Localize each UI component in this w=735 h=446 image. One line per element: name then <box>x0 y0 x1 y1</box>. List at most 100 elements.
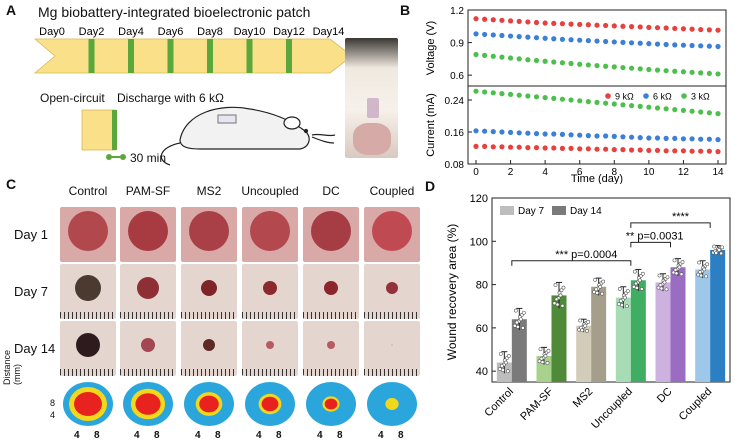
data-point <box>654 67 661 73</box>
contour-x-tick: 8 <box>337 430 343 441</box>
column-label: Coupled <box>369 184 415 198</box>
y-tick-label: 0.9 <box>450 39 464 50</box>
data-point <box>559 131 566 137</box>
data-point <box>482 31 488 38</box>
data-point <box>620 39 626 45</box>
legend-swatch <box>500 206 514 215</box>
data-point <box>659 286 664 291</box>
data-point <box>551 59 557 65</box>
wound <box>76 332 100 357</box>
data-point <box>577 21 583 28</box>
data-point <box>533 19 540 26</box>
data-point <box>568 60 574 67</box>
contour-x-tick: 4 <box>195 430 201 441</box>
data-point <box>499 32 505 39</box>
bar <box>695 269 711 382</box>
wound <box>250 210 290 251</box>
ruler <box>364 369 420 376</box>
contour-x-tick: 8 <box>215 430 221 441</box>
data-point <box>697 260 702 265</box>
row-label: Day 1 <box>14 226 48 242</box>
data-point <box>525 145 531 151</box>
wound-contour-map <box>306 382 356 426</box>
wound <box>137 276 159 299</box>
wound <box>141 337 155 352</box>
day-label: Day8 <box>197 26 223 38</box>
data-point <box>506 354 511 358</box>
data-point <box>698 270 703 274</box>
data-point <box>594 133 600 139</box>
data-point <box>559 145 566 151</box>
data-point <box>715 137 721 143</box>
data-point <box>551 131 557 137</box>
data-point <box>611 39 617 45</box>
wound <box>386 281 398 294</box>
data-point <box>559 96 566 102</box>
data-point <box>698 26 704 33</box>
data-point <box>507 91 514 97</box>
discharge-label: Discharge with 6 kΩ <box>117 91 225 105</box>
contour-x-tick: 8 <box>398 430 404 441</box>
contour-x-tick: 8 <box>94 430 100 441</box>
y-tick-label: 0.24 <box>445 96 465 107</box>
data-point <box>634 285 639 290</box>
data-point <box>594 287 599 292</box>
data-point <box>585 22 591 28</box>
wound-photo <box>60 321 116 376</box>
data-point <box>705 262 710 267</box>
data-point <box>503 360 508 365</box>
column-label: DC <box>322 184 340 198</box>
x-tick-label: 0 <box>473 167 479 178</box>
data-point <box>654 135 661 141</box>
day-label: Day2 <box>79 26 105 38</box>
data-point <box>611 133 617 139</box>
data-point <box>632 269 637 274</box>
data-point <box>620 102 626 108</box>
wound-contour-map <box>367 382 417 426</box>
data-point <box>689 69 695 75</box>
data-point <box>559 36 566 42</box>
plot-frame <box>491 197 731 383</box>
data-point <box>698 109 704 115</box>
ruler <box>242 312 298 319</box>
y-tick-label: 100 <box>470 236 488 248</box>
data-point <box>525 130 531 136</box>
data-point <box>505 369 510 374</box>
data-point <box>553 283 558 287</box>
data-point <box>542 20 548 26</box>
bar <box>576 325 592 382</box>
panel-a-diagram: Day0 Day2 Day4 Day6 Day8 Day10 Day12 Day14 <box>33 26 353 166</box>
data-point <box>473 16 479 22</box>
b-xlabel: Time (day) <box>571 173 623 184</box>
data-point <box>507 55 514 61</box>
x-tick-label: 2 <box>508 167 514 178</box>
legend-label: Day 14 <box>570 206 602 217</box>
rat-photo <box>345 38 398 158</box>
wound <box>263 280 277 295</box>
x-tick-label: Control <box>482 386 516 420</box>
discharge-band <box>112 110 117 150</box>
data-point <box>698 70 704 76</box>
wound-photo <box>120 207 176 262</box>
data-point <box>715 43 721 50</box>
contour-inner <box>74 392 102 416</box>
data-point <box>665 275 670 280</box>
data-point <box>601 279 606 284</box>
data-point <box>594 99 600 105</box>
x-tick-label: 8 <box>612 167 618 178</box>
panel-label-c: C <box>6 176 17 192</box>
data-point <box>672 148 678 154</box>
wound-photo <box>242 321 298 376</box>
data-point <box>720 245 725 250</box>
ruler <box>303 312 359 319</box>
data-point <box>542 58 548 64</box>
row-label: Day 14 <box>14 340 56 356</box>
data-point <box>662 280 667 285</box>
data-point <box>499 363 504 368</box>
data-point <box>719 251 724 256</box>
data-point <box>594 38 600 44</box>
wound-photo <box>120 321 176 376</box>
data-point <box>513 308 518 313</box>
data-point <box>611 147 617 153</box>
wound-photo <box>120 264 176 319</box>
